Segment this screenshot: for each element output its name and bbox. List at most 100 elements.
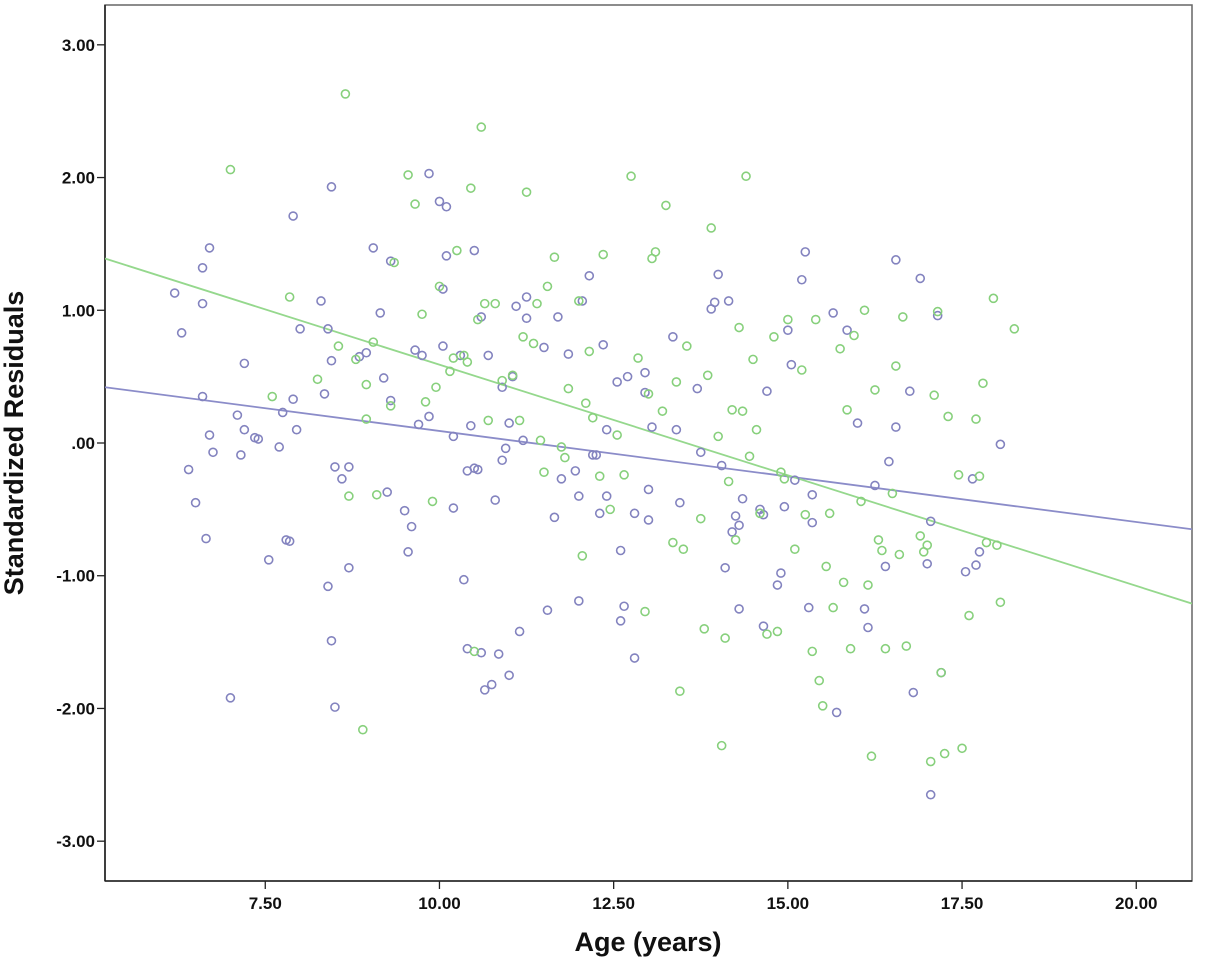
data-point-group-2 xyxy=(657,406,668,416)
data-point-group-1 xyxy=(716,460,727,471)
data-point-group-2 xyxy=(594,471,605,481)
data-point-group-1 xyxy=(971,560,981,570)
data-point-group-1 xyxy=(734,604,744,614)
data-point-group-1 xyxy=(783,325,793,335)
y-tick-label: 1.00 xyxy=(62,301,95,320)
data-point-group-2 xyxy=(650,247,661,257)
data-point-group-2 xyxy=(702,370,713,381)
y-tick-label: .00 xyxy=(71,434,95,453)
data-point-group-1 xyxy=(295,324,305,334)
data-point-group-2 xyxy=(410,199,420,209)
data-point-group-2 xyxy=(462,357,473,367)
x-tick-label: 20.00 xyxy=(1115,894,1158,913)
data-point-group-1 xyxy=(518,435,528,446)
data-point-group-2 xyxy=(267,391,278,402)
data-point-group-2 xyxy=(779,474,790,484)
data-point-group-2 xyxy=(434,281,445,292)
data-point-group-1 xyxy=(622,371,633,382)
data-point-group-2 xyxy=(671,377,682,387)
data-point-group-1 xyxy=(514,626,525,637)
data-point-group-2 xyxy=(312,374,323,385)
data-point-group-1 xyxy=(204,430,215,440)
data-point-group-1 xyxy=(208,447,218,458)
data-point-group-1 xyxy=(169,288,180,298)
data-point-group-1 xyxy=(438,341,448,351)
data-point-group-2 xyxy=(574,296,584,306)
data-point-group-1 xyxy=(772,580,783,590)
data-point-group-2 xyxy=(936,667,946,678)
data-point-group-1 xyxy=(790,475,800,485)
data-point-group-1 xyxy=(486,679,497,690)
data-point-group-2 xyxy=(978,378,988,389)
data-point-group-2 xyxy=(720,633,730,643)
data-point-group-2 xyxy=(389,257,399,268)
data-point-group-1 xyxy=(587,450,598,460)
data-point-group-2 xyxy=(925,756,936,767)
data-point-group-2 xyxy=(981,537,992,548)
data-point-group-2 xyxy=(225,164,236,175)
data-point-group-1 xyxy=(500,443,511,454)
data-point-group-1 xyxy=(382,487,393,497)
y-tick-label: -1.00 xyxy=(56,567,95,586)
data-point-group-2 xyxy=(744,451,755,462)
data-point-group-2 xyxy=(682,341,692,351)
data-point-group-1 xyxy=(549,512,560,523)
data-point-group-2 xyxy=(333,341,344,351)
data-point-group-1 xyxy=(591,450,602,460)
data-point-group-1 xyxy=(723,296,734,306)
data-point-group-1 xyxy=(828,308,838,318)
data-point-group-1 xyxy=(779,501,790,512)
data-point-group-2 xyxy=(497,375,507,386)
data-point-group-1 xyxy=(915,273,926,284)
data-point-group-1 xyxy=(337,474,347,484)
data-point-group-1 xyxy=(870,480,880,491)
data-point-group-1 xyxy=(629,653,640,663)
data-point-group-1 xyxy=(277,407,288,418)
data-point-group-2 xyxy=(887,488,898,499)
data-point-group-1 xyxy=(695,447,706,458)
data-point-group-1 xyxy=(330,702,340,712)
data-point-group-1 xyxy=(563,349,574,359)
data-point-group-1 xyxy=(344,562,354,573)
data-point-group-1 xyxy=(584,270,595,281)
data-point-group-2 xyxy=(939,748,950,759)
data-point-group-2 xyxy=(755,508,765,519)
data-point-group-1 xyxy=(239,358,250,369)
data-point-group-1 xyxy=(448,503,459,513)
data-point-group-1 xyxy=(831,707,842,718)
data-point-group-1 xyxy=(803,602,814,613)
data-point-group-1 xyxy=(319,389,330,399)
data-point-group-1 xyxy=(424,168,434,179)
data-point-group-1 xyxy=(190,497,201,508)
data-point-group-2 xyxy=(964,610,974,621)
data-point-group-1 xyxy=(385,395,396,406)
data-point-group-1 xyxy=(539,342,549,353)
data-point-group-2 xyxy=(810,314,821,325)
data-point-group-1 xyxy=(326,355,337,366)
data-point-group-1 xyxy=(692,383,703,394)
plot-frame xyxy=(104,4,1193,882)
data-point-group-2 xyxy=(845,643,856,654)
y-tick-label: -2.00 xyxy=(56,699,95,718)
data-point-group-1 xyxy=(197,262,208,273)
series-group-1 xyxy=(169,168,1006,800)
data-point-group-1 xyxy=(908,687,919,698)
data-point-group-2 xyxy=(448,353,459,363)
data-point-group-1 xyxy=(197,298,208,309)
data-point-group-2 xyxy=(368,337,379,347)
data-point-group-2 xyxy=(640,606,650,617)
data-point-group-2 xyxy=(727,405,737,415)
data-point-group-2 xyxy=(859,305,870,316)
data-point-group-1 xyxy=(863,622,873,633)
data-point-group-2 xyxy=(751,424,762,435)
data-point-group-1 xyxy=(326,182,337,192)
data-point-group-1 xyxy=(316,296,326,306)
data-point-group-2 xyxy=(452,245,462,256)
data-point-group-1 xyxy=(904,386,915,397)
data-point-group-2 xyxy=(695,513,706,524)
data-point-group-1 xyxy=(925,789,936,800)
data-point-group-2 xyxy=(605,504,615,515)
data-point-group-1 xyxy=(378,373,389,383)
